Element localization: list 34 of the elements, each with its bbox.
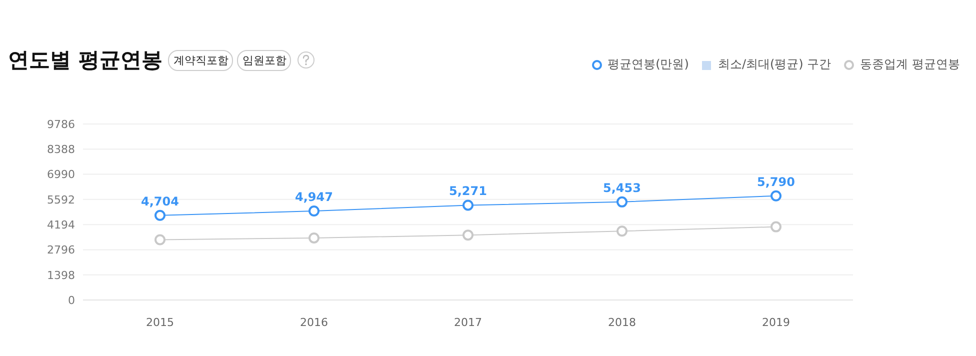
data-label: 5,271	[449, 184, 487, 198]
point	[616, 226, 628, 237]
y-tick-label: 9786	[47, 118, 75, 131]
y-tick-label: 5592	[47, 193, 75, 206]
point	[462, 200, 474, 211]
legend-label: 동종업계 평균연봉	[860, 56, 960, 73]
point	[616, 196, 628, 208]
x-tick-label: 2015	[146, 316, 174, 329]
text: 계약직포함	[168, 50, 234, 70]
data-label: 4,947	[295, 190, 333, 204]
chart-title: 연도별 평균연봉	[8, 47, 162, 74]
y-tick-label: 2796	[47, 244, 75, 257]
point	[770, 190, 782, 202]
point	[308, 206, 320, 217]
x-tick-label: 2019	[762, 316, 790, 329]
x-tick-label: 2018	[608, 316, 636, 329]
point	[154, 210, 166, 221]
x-tick-label: 2016	[300, 316, 328, 329]
text: 임원포함	[237, 50, 292, 70]
x-tick-label: 2017	[454, 316, 482, 329]
data-label: 5,790	[757, 174, 795, 189]
point	[308, 232, 320, 244]
data-label: 4,704	[141, 194, 179, 208]
data-label: 5,453	[603, 180, 641, 195]
legend-label: 평균연봉(만원)	[608, 56, 689, 73]
legend-label: 최소/최대(평균) 구간	[718, 56, 832, 73]
y-tick-label: 4194	[47, 218, 75, 232]
point	[462, 230, 474, 241]
y-tick-label: 1398	[47, 268, 75, 282]
point	[770, 221, 782, 232]
y-tick-label: 8388	[47, 143, 75, 156]
y-tick-label: 6990	[47, 168, 75, 182]
y-tick-label: 0	[68, 294, 75, 307]
point	[154, 234, 166, 246]
